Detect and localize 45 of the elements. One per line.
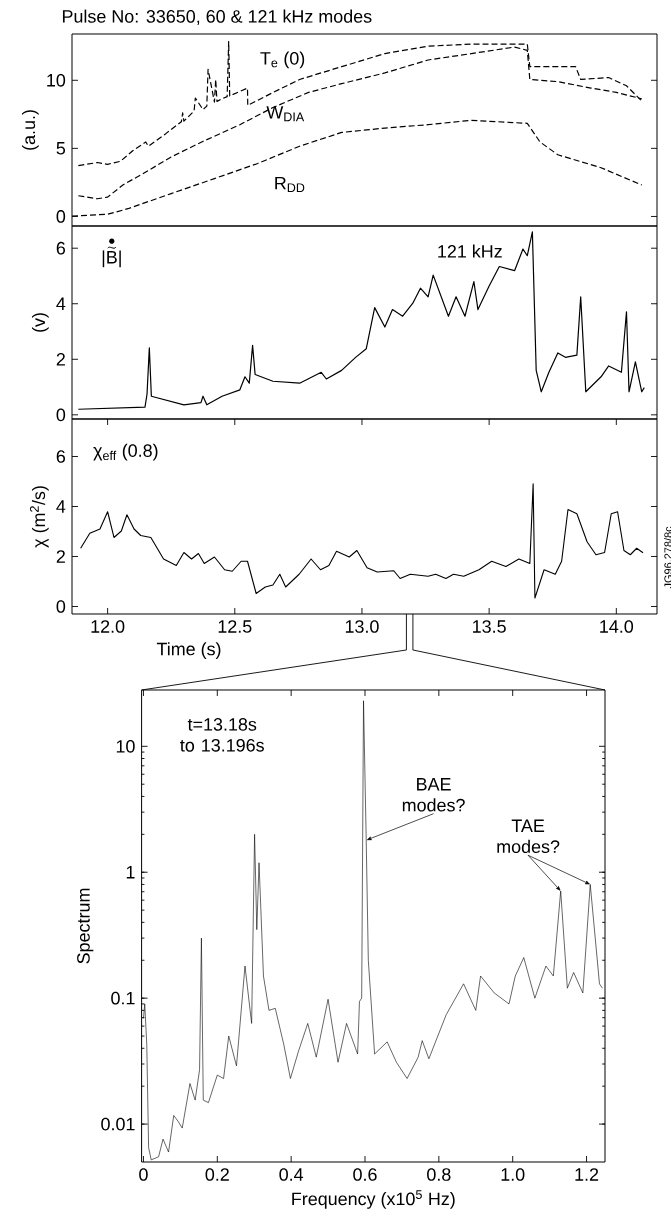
x-tick-label: 12.0 — [91, 620, 125, 633]
y-tick-label: 0.01 — [101, 1117, 135, 1131]
y-axis-title: (a.u.) — [21, 110, 39, 150]
y-tick-label: 0 — [56, 408, 66, 422]
x-tick-label: 1.0 — [501, 1168, 525, 1181]
x-tick-label: 1.2 — [575, 1168, 599, 1181]
y-tick-label: 6 — [56, 241, 66, 255]
x-tick-label: 13.0 — [345, 620, 379, 633]
annotation: BAE modes? — [402, 778, 465, 812]
series-label: W$_{DIA}$ — [266, 106, 305, 122]
series-label: R$_{DD}$ — [275, 176, 305, 193]
x-tick-label: 13.5 — [473, 620, 506, 633]
x-tick-label: 12.5 — [218, 620, 252, 633]
y-tick-label: 10 — [116, 739, 135, 753]
y-tick-label: 4 — [56, 500, 66, 513]
x-axis-title: Time (s) — [156, 642, 221, 659]
y-axis-title: Spectrum — [77, 888, 94, 964]
x-axis-title: Frequency (x10$^{5}$ Hz) — [292, 1190, 455, 1209]
annotation: t=13.18s to 13.196s — [180, 718, 264, 752]
y-tick-label: 5 — [56, 142, 66, 155]
series-label: T$_{e}$ (0) — [260, 51, 305, 69]
x-tick-label: 0.2 — [205, 1168, 229, 1181]
x-tick-label: 0.6 — [353, 1168, 377, 1181]
x-tick-label: 0.4 — [279, 1168, 304, 1181]
y-tick-label: 0.1 — [111, 991, 135, 1005]
y-tick-label: 0 — [56, 600, 66, 613]
x-tick-label: 0 — [139, 1168, 148, 1181]
chart-title: Pulse No: 33650, 60 & 121 kHz modes — [62, 9, 372, 25]
y-axis-title: χ (m$^{2}$/s) — [29, 486, 49, 548]
x-tick-label: 14.0 — [600, 620, 634, 633]
y-tick-label: 0 — [56, 210, 66, 223]
annotation: TAE modes? — [497, 819, 560, 854]
line-series — [77, 231, 645, 410]
legend-label: |B| — [102, 250, 121, 268]
y-tick-label: 2 — [56, 550, 65, 563]
legend-label: χ$_{eff}$ (0.8) — [93, 443, 158, 461]
y-tick-label: 4 — [56, 297, 66, 310]
y-tick-label: 6 — [56, 450, 66, 463]
annotation: 121 kHz — [438, 244, 502, 258]
y-tick-label: 1 — [126, 866, 135, 879]
line-series — [80, 483, 644, 599]
y-tick-label: 10 — [47, 73, 66, 87]
y-tick-label: 2 — [56, 353, 65, 366]
x-tick-label: 0.8 — [427, 1168, 451, 1181]
y-axis-title: (v) — [31, 313, 49, 332]
